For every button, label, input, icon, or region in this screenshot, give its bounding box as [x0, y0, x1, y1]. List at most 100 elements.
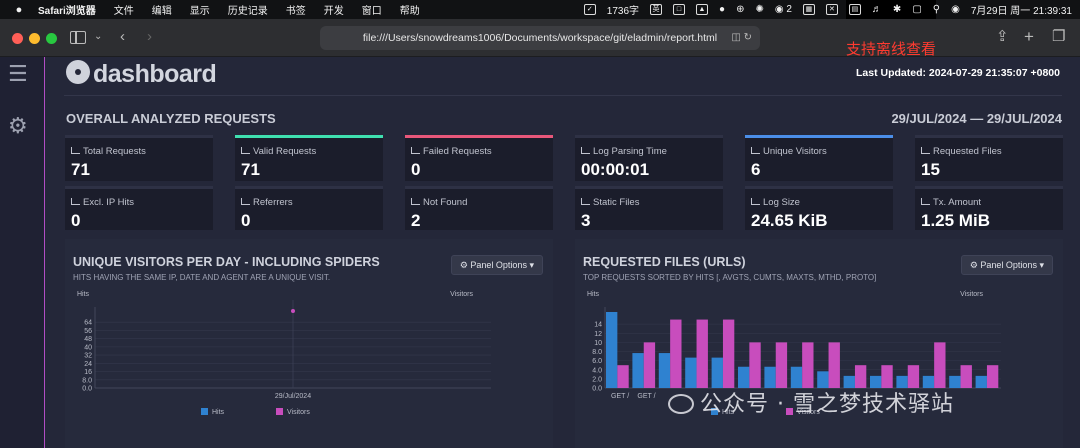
- reload-icon[interactable]: ↻: [743, 32, 752, 43]
- card-label: Failed Requests: [411, 146, 492, 157]
- card-label-text: Referrers: [253, 197, 293, 208]
- visitors-bar: [907, 365, 920, 388]
- card-value: 15: [921, 160, 940, 179]
- card-unique-visitors: Unique Visitors 6: [745, 135, 893, 181]
- wechat-icon[interactable]: ◉ 2: [774, 4, 792, 15]
- control-center-icon[interactable]: ▢: [912, 4, 922, 15]
- date-range: 29/JUL/2024 — 29/JUL/2024: [891, 111, 1062, 126]
- card-label-text: Total Requests: [83, 146, 146, 157]
- card-label-text: Static Files: [593, 197, 640, 208]
- card-value: 1.25 MiB: [921, 211, 990, 230]
- wechat-watermark: 公众号 · 雪之梦技术驿站: [668, 386, 954, 418]
- bar-chart-icon: [581, 198, 590, 205]
- panel-options-label: Panel Options: [470, 260, 527, 270]
- plus-circle-icon[interactable]: ⊕: [736, 4, 745, 15]
- panel-subtitle: HITS HAVING THE SAME IP, DATE AND AGENT …: [73, 273, 331, 282]
- card-label-text: Valid Requests: [253, 146, 317, 157]
- image-icon[interactable]: ▲: [696, 4, 709, 15]
- card-failed-requests: Failed Requests 0: [405, 135, 553, 181]
- caret-down-icon: ▾: [1039, 260, 1044, 270]
- hits-bar: [658, 353, 671, 388]
- menu-view[interactable]: 显示: [189, 6, 210, 17]
- card-label: Valid Requests: [241, 146, 316, 157]
- y-tick-label: 0.0: [82, 386, 92, 393]
- calendar-icon[interactable]: ▦: [802, 4, 815, 15]
- card-tx-amount: Tx. Amount 1.25 MiB: [915, 186, 1063, 230]
- dashboard-main: dashboard Last Updated: 2024-07-29 21:35…: [46, 57, 1080, 448]
- dashboard-brand: dashboard: [66, 60, 217, 89]
- card-label: Log Parsing Time: [581, 146, 667, 157]
- close-box-icon[interactable]: ✕: [825, 4, 838, 15]
- back-arrow-icon[interactable]: ‹: [120, 28, 125, 45]
- apple-menu-icon[interactable]: ●: [15, 3, 23, 16]
- y-tick-label: 48: [84, 336, 92, 343]
- hits-bar: [843, 375, 855, 388]
- card-label-text: Log Parsing Time: [593, 146, 667, 157]
- tab-overview-icon[interactable]: ❐: [1052, 28, 1066, 45]
- legend-hits-label: Hits: [212, 409, 225, 416]
- window-minimize-button[interactable]: [29, 33, 40, 44]
- spotlight-search-icon[interactable]: ⚲: [932, 4, 941, 15]
- last-updated: Last Updated: 2024-07-29 21:35:07 +0800: [856, 67, 1060, 79]
- share-icon[interactable]: ⇪: [996, 28, 1009, 45]
- panel-options-button[interactable]: ⚙ Panel Options ▾: [960, 255, 1053, 275]
- visitors-bar: [617, 365, 629, 388]
- x-tick-label: 29/Jul/2024: [275, 393, 311, 400]
- card-log-parsing-time: Log Parsing Time 00:00:01: [575, 135, 723, 181]
- y-tick-label: 0.0: [592, 386, 602, 393]
- translate-icon[interactable]: ◫: [731, 32, 741, 43]
- display-icon[interactable]: ▤: [848, 4, 861, 15]
- menu-file[interactable]: 文件: [113, 6, 134, 17]
- card-label-text: Excl. IP Hits: [83, 197, 135, 208]
- input-method-icon[interactable]: 英: [650, 4, 663, 15]
- bluetooth-icon[interactable]: ✱: [892, 4, 902, 15]
- y-tick-label: 6.0: [592, 358, 602, 365]
- y-tick-label: 56: [84, 328, 92, 335]
- volume-icon[interactable]: ♬: [871, 4, 882, 15]
- hamburger-menu-icon[interactable]: ☰: [8, 61, 28, 86]
- activity-icon[interactable]: ✺: [755, 4, 764, 15]
- window-zoom-button[interactable]: [46, 33, 57, 44]
- y-tick-label: 64: [84, 320, 92, 327]
- word-count[interactable]: 1736字: [606, 6, 640, 17]
- menu-develop[interactable]: 开发: [323, 6, 344, 17]
- menubar-clock[interactable]: 7月29日 周一 21:39:31: [970, 6, 1072, 17]
- chevron-down-icon[interactable]: ⌄: [94, 31, 103, 42]
- right-axis-label: Visitors: [960, 291, 983, 298]
- gear-icon[interactable]: ⚙: [8, 113, 28, 138]
- menu-help[interactable]: 帮助: [399, 6, 420, 17]
- card-label-text: Failed Requests: [423, 146, 492, 157]
- section-title: OVERALL ANALYZED REQUESTS: [66, 111, 276, 126]
- new-tab-icon[interactable]: +: [1024, 27, 1034, 46]
- hits-bar: [975, 375, 987, 388]
- tool-icon[interactable]: ✓: [583, 4, 596, 15]
- menu-window[interactable]: 窗口: [361, 6, 382, 17]
- hits-point: [291, 309, 295, 313]
- panel-title: REQUESTED FILES (URLS): [583, 255, 746, 269]
- address-bar[interactable]: file:///Users/snowdreams1006/Documents/w…: [320, 26, 760, 50]
- menu-bookmarks[interactable]: 书签: [285, 6, 306, 17]
- offline-annotation: 支持离线查看: [846, 40, 937, 58]
- hits-bar: [685, 357, 697, 388]
- screenshot-icon[interactable]: □: [673, 4, 686, 15]
- bar-chart-icon: [921, 198, 930, 205]
- menu-history[interactable]: 历史记录: [227, 6, 268, 17]
- qq-icon[interactable]: ●: [719, 4, 726, 15]
- card-label-text: Tx. Amount: [933, 197, 982, 208]
- menu-edit[interactable]: 编辑: [151, 6, 172, 17]
- card-label: Requested Files: [921, 146, 1002, 157]
- card-label: Not Found: [411, 197, 467, 208]
- sidebar-toggle-icon[interactable]: [70, 31, 86, 44]
- siri-icon[interactable]: ◉: [951, 4, 960, 15]
- visitors-bar: [670, 319, 682, 388]
- menu-app-name[interactable]: Safari浏览器: [38, 6, 96, 17]
- y-tick-label: 16: [84, 369, 92, 376]
- panel-options-button[interactable]: ⚙ Panel Options ▾: [450, 255, 543, 275]
- url-text[interactable]: file:///Users/snowdreams1006/Documents/w…: [362, 32, 718, 44]
- card-log-size: Log Size 24.65 KiB: [745, 186, 893, 230]
- brand-text: dashboard: [93, 60, 217, 88]
- x-tick-label: GET /: [637, 393, 655, 400]
- y-tick-label: 14: [594, 322, 602, 329]
- forward-arrow-icon[interactable]: ›: [147, 28, 152, 45]
- window-close-button[interactable]: [12, 33, 23, 44]
